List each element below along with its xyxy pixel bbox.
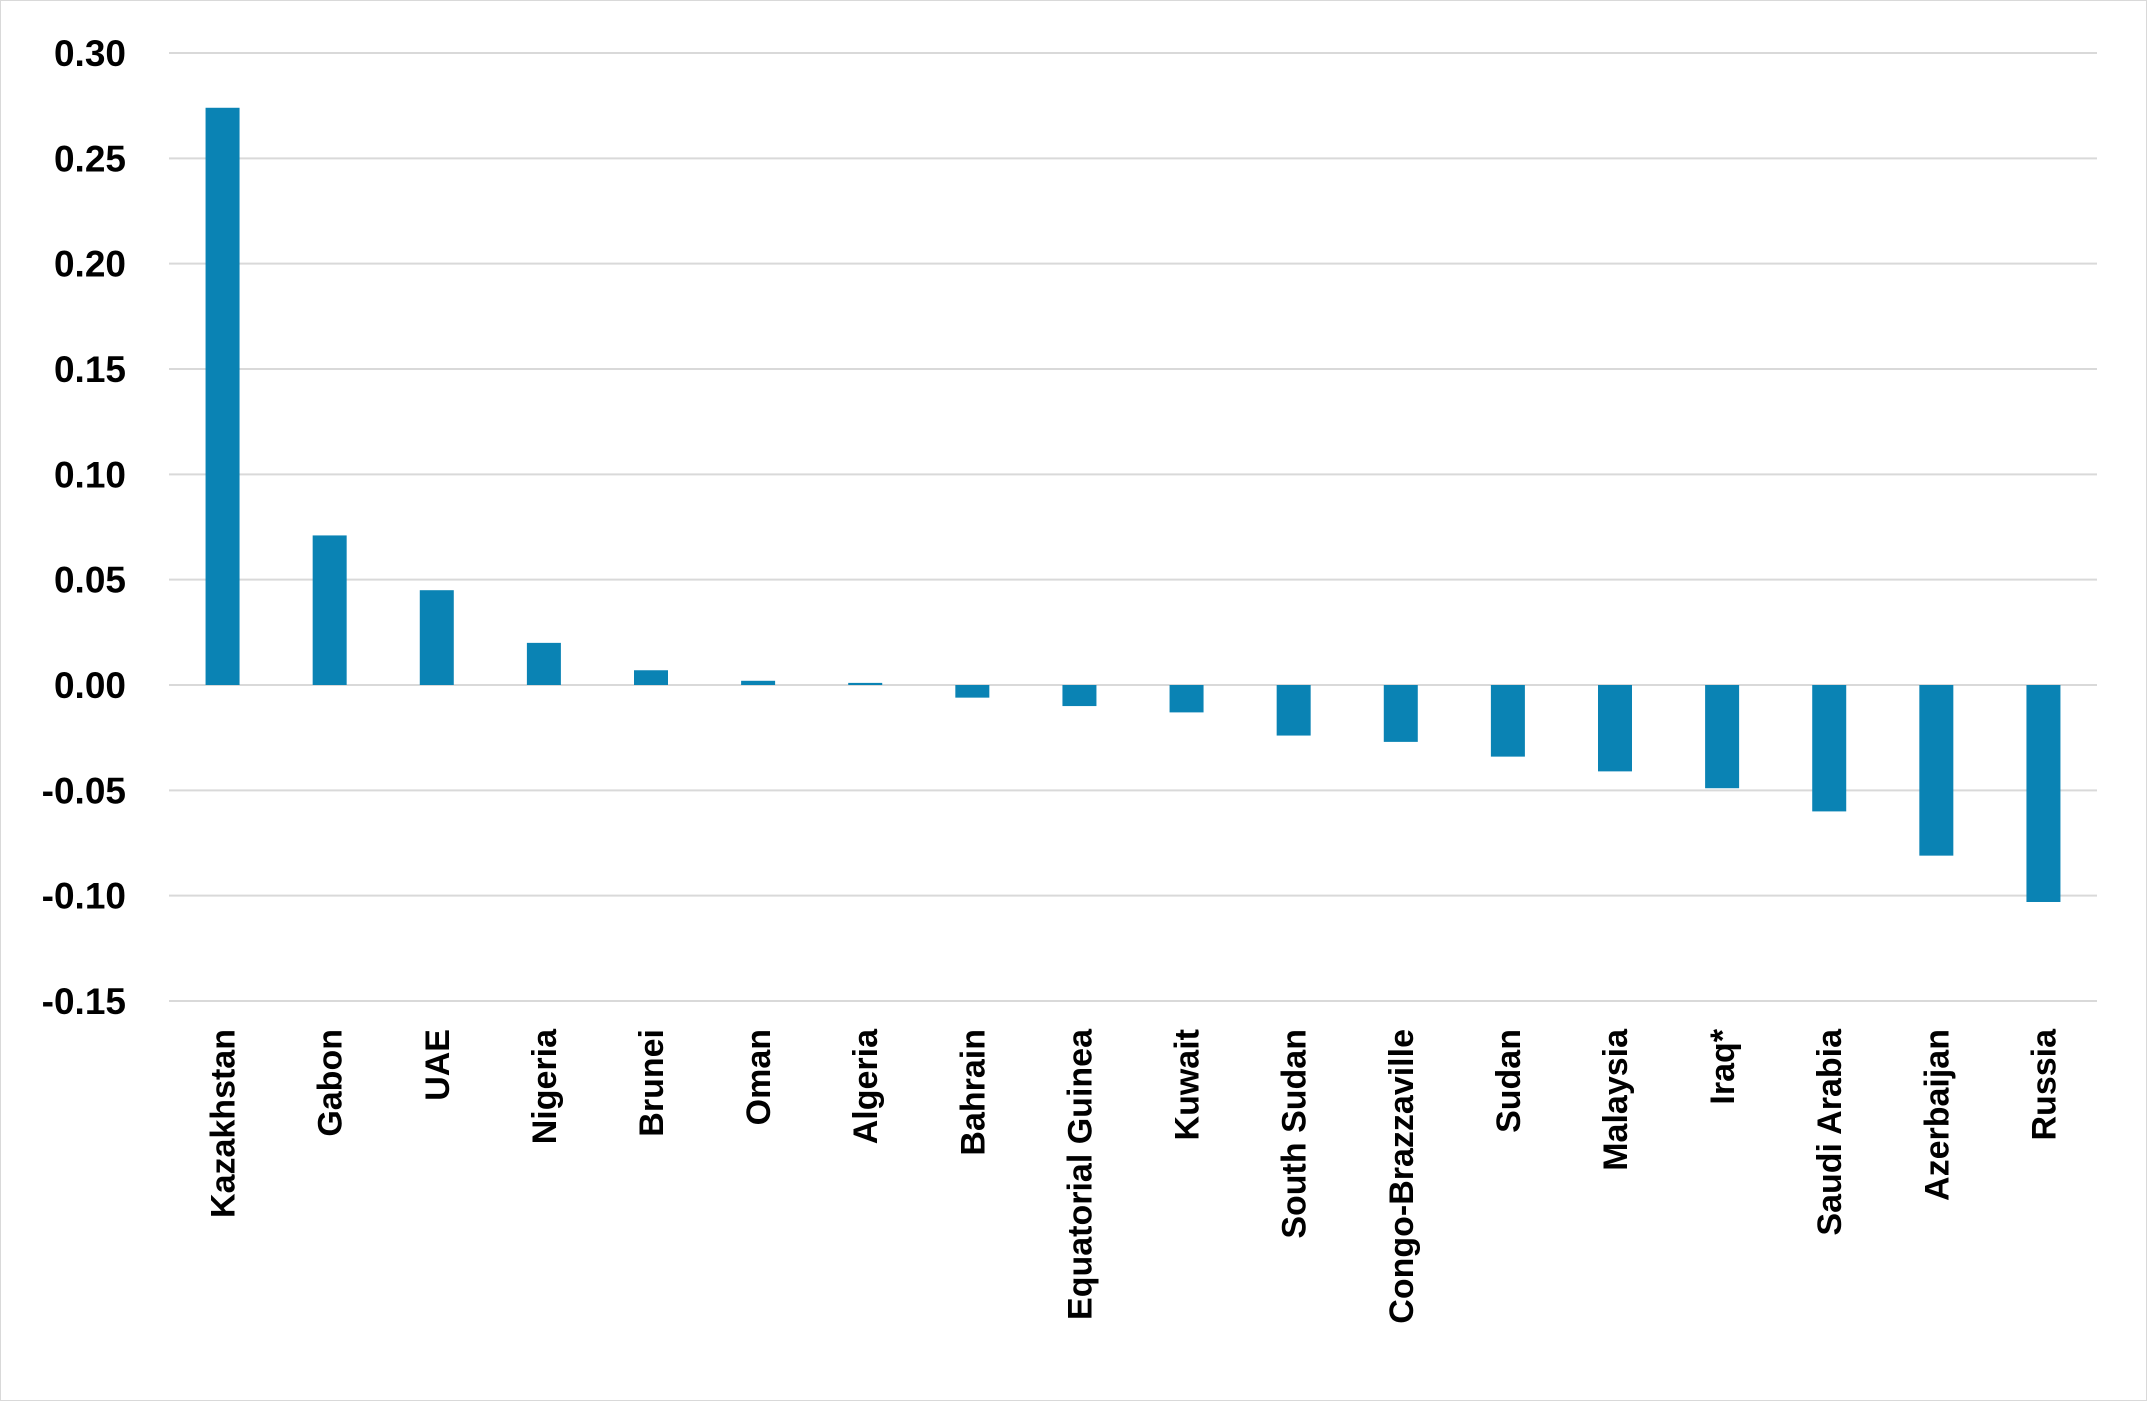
y-tick-label: 0.00	[54, 665, 126, 706]
bars	[205, 107, 2061, 902]
y-tick-label: -0.10	[42, 876, 126, 917]
bar-brunei	[634, 670, 668, 685]
bar-malaysia	[1598, 685, 1632, 772]
bar-saudi-arabia	[1812, 685, 1847, 812]
x-category-label: Malaysia	[1597, 1028, 1635, 1171]
x-category-label: South Sudan	[1276, 1029, 1314, 1239]
y-tick-label: 0.15	[54, 349, 126, 390]
bar-sudan	[1490, 685, 1525, 757]
bar-russia	[2026, 685, 2061, 902]
x-category-label: Nigeria	[526, 1028, 564, 1144]
bar-kuwait	[1169, 685, 1204, 713]
x-category-label: Oman	[740, 1029, 778, 1125]
bar-nigeria	[526, 642, 561, 685]
y-tick-label: 0.30	[54, 33, 126, 74]
bar-equatorial-guinea	[1062, 685, 1097, 707]
x-category-label: Bahrain	[954, 1029, 992, 1156]
x-category-label: Iraq*	[1704, 1028, 1742, 1104]
y-tick-label: -0.15	[42, 981, 126, 1022]
x-category-label: Kuwait	[1169, 1029, 1207, 1140]
bar-iraq	[1705, 685, 1740, 789]
bar-algeria	[848, 682, 883, 685]
x-category-label: Algeria	[847, 1028, 885, 1144]
bar-oman	[741, 680, 776, 685]
bar-kazakhstan	[205, 107, 240, 686]
bar-uae	[419, 590, 454, 685]
bar-azerbaijan	[1919, 685, 1954, 856]
y-tick-label: 0.10	[54, 454, 126, 495]
x-category-label: Equatorial Guinea	[1061, 1028, 1099, 1320]
y-axis-tick-labels: 0.30 0.25 0.20 0.15 0.10 0.05 0.00 -0.05 -0.10 -0…	[42, 33, 126, 1022]
bar-bahrain	[955, 685, 990, 698]
bar-congo-brazzaville	[1383, 685, 1418, 742]
bar-south-sudan	[1276, 685, 1311, 736]
x-category-label: Brunei	[633, 1029, 671, 1137]
gridlines	[169, 52, 2097, 1002]
x-category-label: Sudan	[1490, 1029, 1528, 1133]
bar-gabon	[312, 535, 347, 685]
x-category-label: UAE	[419, 1029, 457, 1101]
x-axis-category-labels: Kazakhstan Gabon UAE Nigeria Brunei Oman Alger…	[205, 1028, 2064, 1324]
x-category-label: Saudi Arabia	[1811, 1028, 1849, 1236]
x-category-label: Congo-Brazzaville	[1383, 1029, 1421, 1324]
y-tick-label: 0.25	[54, 138, 126, 179]
x-category-label: Gabon	[312, 1029, 350, 1137]
x-category-label: Russia	[2025, 1028, 2063, 1141]
y-tick-label: -0.05	[42, 770, 126, 811]
y-tick-label: 0.20	[54, 244, 126, 285]
x-category-label: Azerbaijan	[1918, 1029, 1956, 1201]
y-tick-label: 0.05	[54, 560, 126, 601]
x-category-label: Kazakhstan	[205, 1029, 243, 1218]
